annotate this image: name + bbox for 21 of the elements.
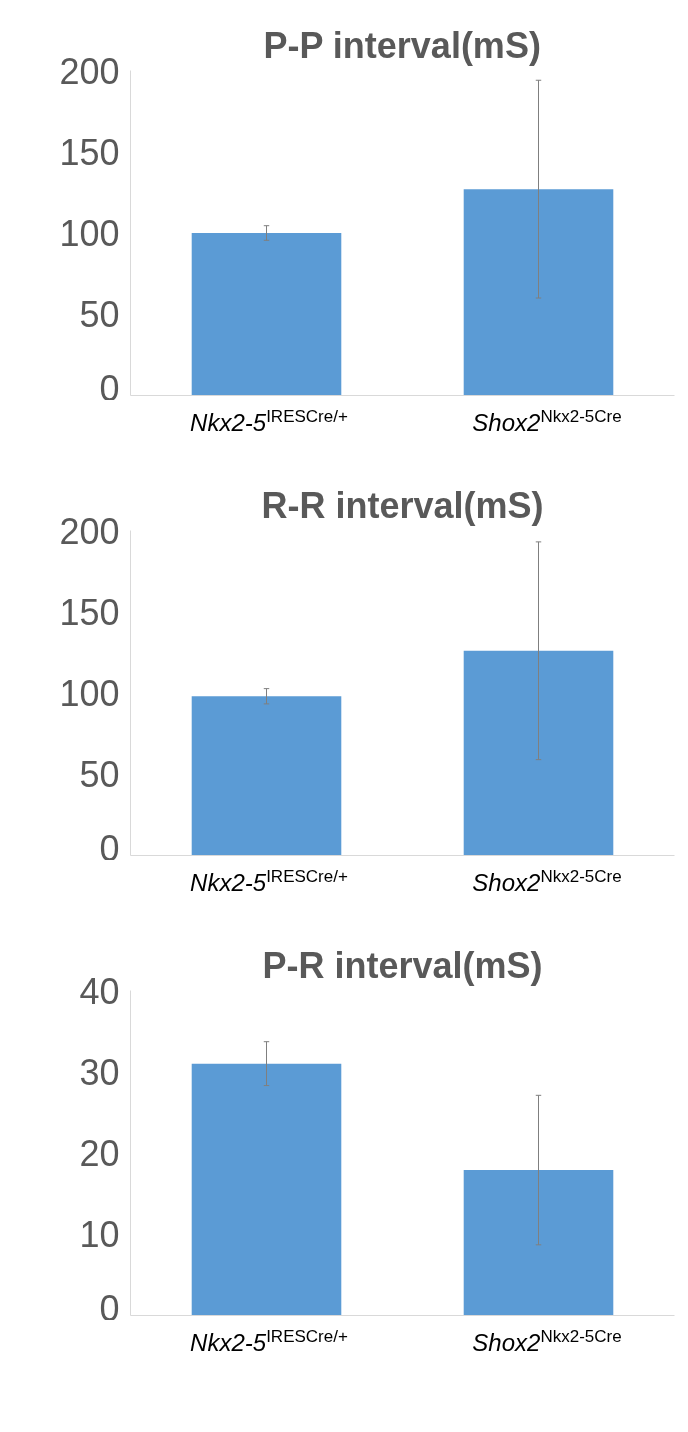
y-tick-label: 50 — [79, 294, 120, 336]
y-tick-label: 200 — [59, 510, 120, 552]
x-tick-label: Shox2$^{Nkx2-5Cre}$ — [472, 407, 622, 436]
y-tick-label: 10 — [79, 1214, 120, 1256]
y-tick-label: 100 — [59, 673, 120, 714]
y-tick-label: 150 — [59, 131, 120, 173]
x-tick-label: Shox2$^{Nkx2-5Cre}$ — [472, 867, 622, 896]
y-tick-label: 100 — [59, 213, 120, 254]
chart-title: P-R interval(mS) — [262, 944, 543, 986]
x-tick-label: Shox2$^{Nkx2-5Cre}$ — [472, 1327, 622, 1356]
chart-title: R-R interval(mS) — [261, 484, 544, 526]
x-tick-label: Nkx2-5$^{IRESCre/+}$ — [190, 1327, 348, 1356]
y-tick-label: 150 — [59, 591, 120, 633]
y-tick-label: 40 — [79, 970, 120, 1012]
x-tick-label: Nkx2-5$^{IRESCre/+}$ — [190, 867, 348, 896]
y-tick-label: 200 — [59, 50, 120, 92]
x-tick-label: Nkx2-5$^{IRESCre/+}$ — [190, 407, 348, 436]
y-tick-label: 50 — [79, 754, 120, 796]
y-tick-label: 20 — [79, 1133, 120, 1174]
y-tick-label: 30 — [79, 1051, 120, 1093]
chart-title: P-P interval(mS) — [263, 24, 541, 66]
